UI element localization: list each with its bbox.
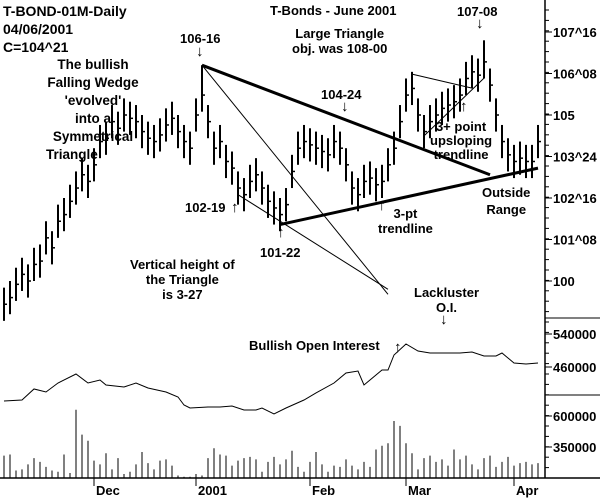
note-line: Triangle bbox=[46, 147, 98, 162]
volume-tick-label: 350000 bbox=[553, 440, 596, 455]
date-label: 04/06/2001 bbox=[3, 21, 74, 37]
wedge-note: The bullish Falling Wedge 'evolved' into… bbox=[38, 56, 148, 164]
up-arrow-icon: ↑ bbox=[394, 339, 402, 356]
x-tick-label: Apr bbox=[516, 483, 538, 498]
note-line: Symmetrical bbox=[52, 129, 134, 144]
trendline-wedge-lower bbox=[237, 194, 389, 290]
up-arrow-icon: ↑ bbox=[378, 197, 386, 214]
bullish-oi-note: Bullish Open Interest bbox=[249, 338, 380, 353]
label-107-08: 107-08 bbox=[457, 4, 498, 19]
trendline-triangle-lower bbox=[279, 166, 539, 227]
note-line: Lackluster bbox=[414, 285, 480, 300]
label-102-19: 102-19 bbox=[185, 200, 226, 215]
price-tick-label: 106^08 bbox=[553, 67, 597, 82]
up-arrow-icon: ↑ bbox=[460, 98, 468, 115]
note-line: Vertical height of bbox=[130, 257, 235, 272]
up-arrow-icon: ↑ bbox=[231, 199, 239, 216]
x-tick-label: Dec bbox=[96, 483, 120, 498]
note-line: 3-pt bbox=[393, 206, 418, 221]
x-tick-label: Feb bbox=[312, 483, 335, 498]
oi-tick-label: 540000 bbox=[553, 327, 596, 342]
trendline-triangle-upper bbox=[201, 63, 491, 177]
note-line: 'evolved' bbox=[64, 93, 122, 108]
x-tick-label: 2001 bbox=[198, 483, 227, 498]
close-label: C=104^21 bbox=[3, 39, 69, 55]
price-tick-label: 103^24 bbox=[553, 150, 598, 165]
note-line: the Triangle bbox=[145, 272, 219, 287]
price-tick-label: 107^16 bbox=[553, 25, 597, 40]
note-line: obj. was 108-00 bbox=[292, 41, 388, 56]
label-106-16: 106-16 bbox=[180, 31, 221, 46]
lackluster-note: Lackluster O.I. bbox=[414, 285, 479, 315]
trendline-flag-upper bbox=[411, 73, 473, 89]
price-tick-label: 101^08 bbox=[553, 233, 597, 248]
note-line: The bullish bbox=[57, 57, 129, 72]
open-interest-line bbox=[3, 343, 539, 415]
note-line: is 3-27 bbox=[162, 287, 203, 302]
symbol-label: T-BOND-01M-Daily bbox=[3, 3, 127, 19]
uptrend-note: 3+ point upsloping trendline bbox=[430, 120, 492, 162]
note-line: 3+ point bbox=[435, 119, 487, 134]
trend3-note: 3-pt trendline bbox=[378, 206, 433, 236]
note-line: trendline bbox=[433, 147, 489, 162]
outside-range-note: Outside Range bbox=[482, 184, 530, 218]
note-line: trendline bbox=[378, 221, 433, 236]
price-tick-label: 102^16 bbox=[553, 191, 597, 206]
note-line: Large Triangle bbox=[295, 26, 385, 41]
trendline-flag-lower bbox=[423, 77, 485, 137]
label-104-24: 104-24 bbox=[321, 87, 362, 102]
target-note: Large Triangle obj. was 108-00 bbox=[292, 26, 387, 56]
down-arrow-icon: ↓ bbox=[196, 43, 204, 60]
note-line: O.I. bbox=[436, 300, 457, 315]
down-arrow-icon: ↓ bbox=[440, 311, 448, 328]
height-note: Vertical height of the Triangle is 3-27 bbox=[130, 257, 235, 302]
volume-tick-label: 600000 bbox=[553, 409, 596, 424]
down-arrow-icon: ↓ bbox=[341, 98, 349, 115]
note-line: upsloping bbox=[430, 133, 493, 148]
x-tick-label: Mar bbox=[408, 483, 431, 498]
label-101-22: 101-22 bbox=[260, 245, 301, 260]
trendline-wedge-upper bbox=[201, 64, 389, 295]
chart-header: T-BOND-01M-Daily 04/06/2001 C=104^21 bbox=[3, 2, 127, 56]
price-tick-label: 105 bbox=[553, 108, 575, 123]
down-arrow-icon: ↓ bbox=[476, 15, 484, 32]
chart-title: T-Bonds - June 2001 bbox=[270, 3, 397, 18]
oi-tick-label: 460000 bbox=[553, 360, 596, 375]
note-line: Range bbox=[486, 202, 527, 217]
price-tick-label: 100 bbox=[553, 274, 575, 289]
note-line: Outside bbox=[482, 185, 531, 200]
note-line: into a bbox=[75, 111, 111, 126]
note-line: Falling Wedge bbox=[47, 75, 139, 90]
up-arrow-icon: ↑ bbox=[277, 224, 285, 241]
